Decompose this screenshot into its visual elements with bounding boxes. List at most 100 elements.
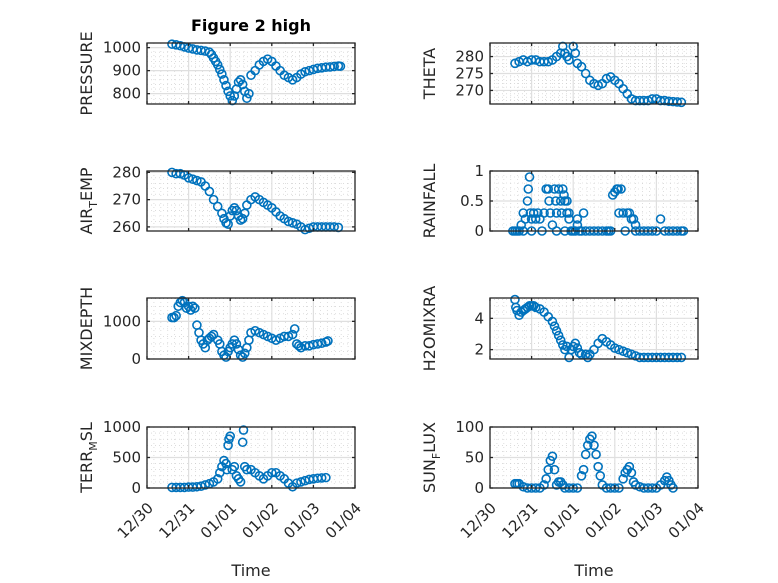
- data-point: [229, 203, 240, 213]
- y-tick-label: 900: [112, 62, 141, 80]
- data-point: [580, 449, 591, 460]
- data-point: [626, 467, 637, 478]
- data-point: [574, 347, 585, 358]
- data-point: [522, 196, 533, 206]
- data-point: [212, 474, 223, 484]
- data-point: [300, 66, 310, 77]
- data-point: [547, 316, 558, 327]
- data-point: [266, 467, 277, 478]
- data-point: [582, 440, 593, 451]
- data-point: [244, 88, 254, 99]
- data-point: [335, 61, 346, 72]
- y-tick-label: 1000: [103, 312, 141, 330]
- y-tick-label: 280: [112, 163, 141, 181]
- data-point: [528, 208, 539, 218]
- y-tick-label: 800: [112, 85, 141, 103]
- panel-5: 0 1000 MIXDEPTH: [77, 287, 356, 370]
- data-point: [616, 184, 626, 194]
- data-series: [167, 167, 344, 235]
- y-tick-label: 0.5: [460, 192, 484, 210]
- data-point: [553, 330, 564, 341]
- data-point: [553, 184, 564, 194]
- data-point: [190, 303, 200, 313]
- axes-box: [146, 297, 356, 360]
- data-point: [576, 61, 587, 72]
- data-point: [547, 451, 558, 462]
- data-point: [595, 470, 606, 481]
- data-point: [239, 348, 250, 359]
- y-axis-label: MIXDEPTH: [77, 287, 96, 370]
- data-point: [231, 339, 242, 349]
- data-point: [549, 321, 560, 331]
- data-point: [676, 352, 687, 363]
- y-tick-label: 280: [455, 48, 484, 66]
- data-point: [613, 184, 623, 194]
- data-point: [242, 93, 252, 104]
- data-point: [212, 60, 223, 70]
- data-point: [287, 329, 298, 340]
- data-point: [227, 205, 238, 216]
- data-point: [219, 75, 229, 85]
- data-point: [304, 65, 315, 76]
- y-axis-label: TERRMSL: [77, 422, 100, 494]
- data-series: [167, 295, 333, 362]
- data-point: [294, 341, 304, 351]
- data-point: [208, 194, 219, 205]
- data-series: [167, 425, 331, 493]
- data-point: [235, 477, 246, 487]
- data-point: [177, 295, 188, 306]
- data-point: [171, 310, 181, 321]
- y-axis-label: H2OMIXRA: [420, 286, 439, 372]
- y-tick-label: 260: [112, 218, 141, 236]
- data-point: [551, 208, 562, 218]
- data-point: [175, 40, 186, 51]
- data-point: [235, 215, 246, 225]
- y-tick-label: 2: [474, 341, 484, 359]
- data-point: [231, 205, 242, 216]
- y-tick-label: 100: [455, 418, 484, 436]
- y-tick-label: 0: [474, 222, 484, 240]
- data-point: [589, 440, 599, 451]
- data-point: [570, 338, 581, 349]
- data-point: [235, 75, 246, 85]
- data-point: [543, 184, 554, 194]
- data-point: [316, 338, 327, 348]
- x-axis-label: Time: [573, 561, 613, 580]
- data-point: [533, 208, 543, 218]
- data-point: [169, 312, 179, 323]
- y-tick-label: 0: [131, 479, 141, 497]
- data-point: [593, 461, 603, 472]
- y-axis-label: SUNFLUX: [420, 422, 443, 493]
- data-point: [217, 208, 227, 219]
- y-tick-label: 0: [131, 350, 141, 368]
- panel-6: 2 4 H2OMIXRA: [420, 286, 699, 372]
- data-point: [676, 97, 687, 108]
- data-point: [543, 464, 554, 475]
- data-point: [283, 216, 294, 227]
- data-point: [578, 208, 589, 218]
- data-point: [316, 473, 327, 483]
- data-point: [655, 214, 666, 224]
- y-axis-label: AIRTEMP: [77, 167, 100, 234]
- panel-4: 0 0.5 1 RAINFALL: [420, 162, 699, 240]
- y-tick-label: 4: [474, 309, 484, 327]
- data-point: [578, 464, 589, 475]
- data-point: [221, 458, 231, 469]
- y-axis-label: RAINFALL: [420, 164, 439, 239]
- data-point: [524, 172, 535, 182]
- data-point: [242, 464, 252, 475]
- data-point: [628, 214, 639, 224]
- data-point: [300, 224, 310, 235]
- y-tick-label: 500: [112, 449, 141, 467]
- data-point: [618, 208, 628, 218]
- data-point: [587, 431, 597, 441]
- data-point: [192, 175, 202, 186]
- data-point: [557, 340, 568, 350]
- data-point: [187, 301, 198, 312]
- y-tick-label: 1: [474, 162, 484, 180]
- data-point: [175, 168, 186, 179]
- data-point: [323, 336, 333, 346]
- data-point: [622, 347, 633, 358]
- data-point: [618, 474, 628, 484]
